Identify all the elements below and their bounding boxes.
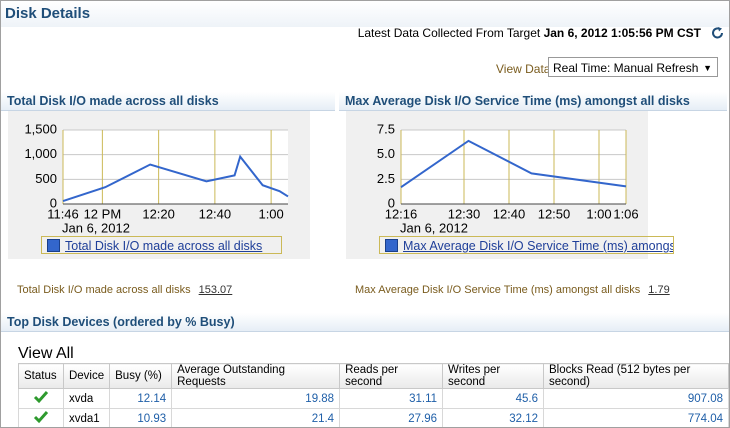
y-tick-label: 5.0 bbox=[377, 146, 395, 161]
legend: Max Average Disk I/O Service Time (ms) a… bbox=[379, 236, 674, 254]
summary-value: 153.07 bbox=[198, 284, 233, 296]
x-tick-label: 12:16 bbox=[385, 206, 418, 221]
series-line bbox=[400, 139, 627, 189]
x-tick-label: 1:00 bbox=[586, 206, 611, 221]
summary-label: Total Disk I/O made across all disks bbox=[17, 284, 191, 296]
device-cell: xvda1 bbox=[62, 408, 111, 427]
table-row: xvda 12.14 19.88 31.11 45.6 907.08 bbox=[18, 388, 729, 409]
series-line bbox=[62, 154, 289, 202]
y-tick-label: 1,000 bbox=[24, 146, 57, 161]
status-cell bbox=[18, 388, 64, 409]
y-tick-label: 0 bbox=[50, 195, 57, 210]
page-title: Disk Details bbox=[5, 5, 91, 22]
summary: Total Disk I/O made across all disks 153.… bbox=[17, 284, 232, 296]
view-data-label: View Data bbox=[496, 62, 551, 76]
x-tick-label: 12:40 bbox=[493, 206, 526, 221]
status-cell bbox=[18, 408, 64, 427]
column-header: Reads per second bbox=[339, 363, 444, 389]
number-cell: 907.08 bbox=[543, 388, 729, 409]
number-cell: 27.96 bbox=[339, 408, 444, 427]
column-header: Busy (%) bbox=[109, 363, 173, 389]
summary-value: 1.79 bbox=[648, 284, 670, 296]
legend-label: Max Average Disk I/O Service Time (ms) a… bbox=[403, 239, 673, 253]
collected-value: Jan 6, 2012 1:05:56 PM CST bbox=[543, 26, 701, 40]
x-tick-label: 11:46 bbox=[47, 206, 79, 221]
column-header: Blocks Read (512 bytes per second) bbox=[543, 363, 729, 389]
view-all[interactable]: View All bbox=[18, 345, 74, 362]
x-axis-label: Jan 6, 2012 bbox=[62, 220, 130, 235]
column-header: Average Outstanding Requests bbox=[171, 363, 341, 389]
number-cell: 31.11 bbox=[339, 388, 444, 409]
legend-label: Total Disk I/O made across all disks bbox=[65, 239, 263, 253]
status-ok-icon bbox=[33, 391, 49, 404]
device-cell: xvda bbox=[62, 388, 111, 409]
y-tick-label: 0 bbox=[388, 195, 395, 210]
view-data-select[interactable]: Real Time: Manual Refresh ▼ bbox=[548, 57, 718, 77]
summary-label: Max Average Disk I/O Service Time (ms) a… bbox=[355, 284, 641, 296]
status-ok-icon bbox=[33, 411, 49, 424]
view-data-value: Real Time: Manual Refresh bbox=[553, 61, 699, 75]
column-header: Device bbox=[62, 363, 111, 389]
header-bar bbox=[1, 1, 729, 27]
number-cell: 21.4 bbox=[171, 408, 341, 427]
collected-label: Latest Data Collected From Target bbox=[357, 26, 541, 40]
chart-title: Max Average Disk I/O Service Time (ms) a… bbox=[339, 92, 727, 111]
x-tick-label: 12:20 bbox=[142, 206, 175, 221]
legend-swatch bbox=[47, 239, 60, 252]
number-cell: 19.88 bbox=[171, 388, 341, 409]
summary: Max Average Disk I/O Service Time (ms) a… bbox=[355, 284, 670, 296]
plot-area bbox=[63, 130, 288, 204]
collected-info: Latest Data Collected From Target Jan 6,… bbox=[358, 26, 701, 40]
x-tick-label: 12:50 bbox=[538, 206, 571, 221]
refresh-icon[interactable] bbox=[710, 25, 726, 41]
y-tick-label: 7.5 bbox=[377, 121, 395, 136]
y-tick-label: 1,500 bbox=[24, 121, 57, 136]
y-tick-label: 2.5 bbox=[377, 171, 395, 186]
x-axis-label: Jan 6, 2012 bbox=[400, 220, 468, 235]
x-tick-label: 12:30 bbox=[448, 206, 481, 221]
table-title: Top Disk Devices (ordered by % Busy) bbox=[1, 313, 729, 332]
table-row: xvda1 10.93 21.4 27.96 32.12 774.04 bbox=[18, 408, 729, 427]
chart-title: Total Disk I/O made across all disks bbox=[1, 92, 335, 111]
devices-table: Status Device Busy (%) Average Outstanding … bbox=[18, 363, 729, 427]
legend-swatch bbox=[385, 239, 398, 252]
number-cell: 774.04 bbox=[543, 408, 729, 427]
x-tick-label: 1:00 bbox=[258, 206, 283, 221]
x-tick-label: 12 PM bbox=[84, 206, 122, 221]
number-cell: 12.14 bbox=[109, 388, 173, 409]
legend: Total Disk I/O made across all disks bbox=[41, 236, 282, 254]
column-header: Writes per second bbox=[442, 363, 545, 389]
chart: 0 2.5 5.0 7.5 12:16 12:30 12:40 12:50 1:00 1:06 Ja… bbox=[346, 111, 648, 259]
x-tick-label: 1:06 bbox=[613, 206, 638, 221]
chart: 0 500 1,000 1,500 11:46 12 PM 12:20 12:40 1:00 Ja… bbox=[8, 111, 310, 259]
plot-area bbox=[401, 130, 626, 204]
number-cell: 32.12 bbox=[442, 408, 545, 427]
column-header: Status bbox=[18, 363, 64, 389]
number-cell: 45.6 bbox=[442, 388, 545, 409]
y-tick-label: 500 bbox=[35, 171, 57, 186]
number-cell: 10.93 bbox=[109, 408, 173, 427]
x-tick-label: 12:40 bbox=[199, 206, 232, 221]
